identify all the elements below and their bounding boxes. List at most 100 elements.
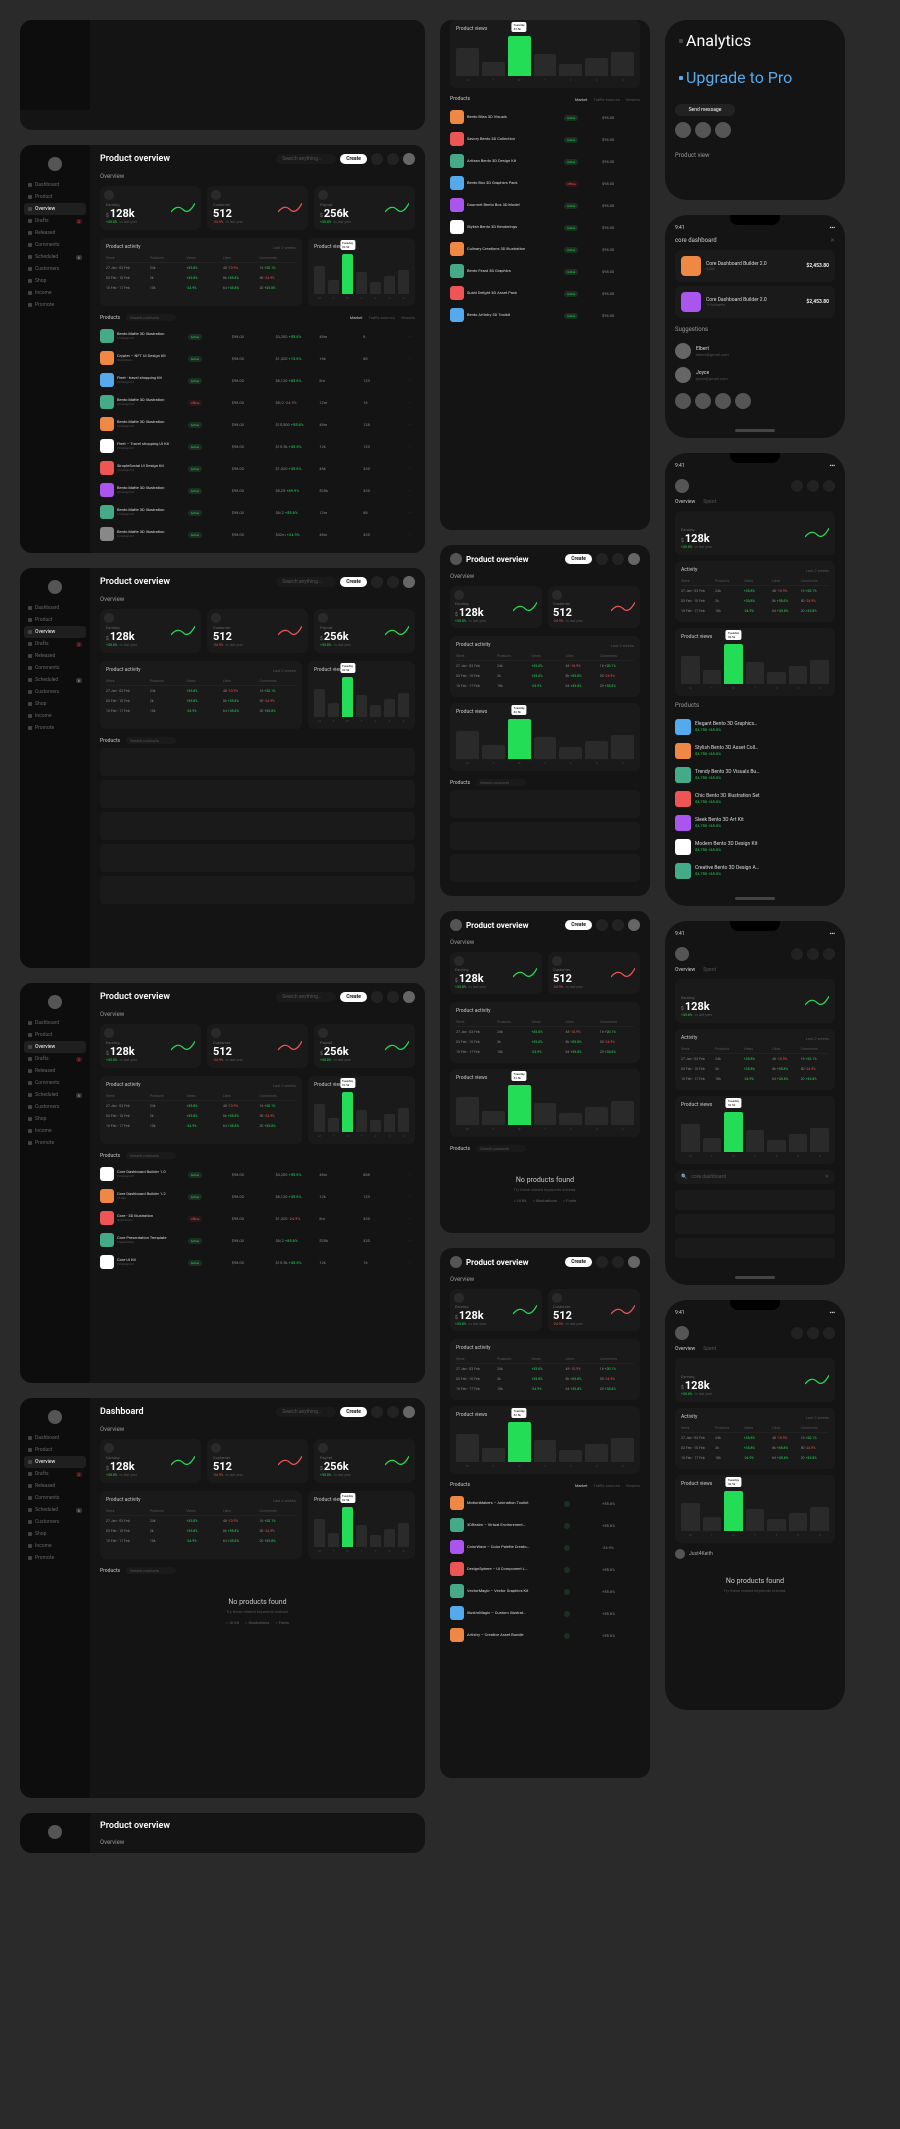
sidebar-item[interactable]: Shop [24, 275, 86, 287]
product-row[interactable]: VectorMagic – Vector Graphics Kit +55.8% [450, 1580, 640, 1602]
empty-tag[interactable]: ○ Illustrations [245, 1620, 269, 1625]
product-row[interactable]: Fleet - travel shopping KitUI Design Kit… [100, 369, 415, 391]
product-row[interactable]: Bento Feast 3D Graphics Active $98.00 [450, 260, 640, 282]
product-row[interactable]: Core UI KitUI Design Kit Active $98.00 $… [100, 1251, 415, 1273]
bar[interactable] [789, 1134, 808, 1152]
bar[interactable]: Tuesday32.5k [508, 36, 531, 76]
bar[interactable] [585, 58, 608, 76]
bar[interactable] [456, 731, 479, 759]
product-row[interactable]: ColorWave – Color Palette Creato… -24.9% [450, 1536, 640, 1558]
bar[interactable] [314, 689, 325, 717]
sidebar-item[interactable]: Scheduled6 [24, 251, 86, 263]
bar[interactable] [611, 735, 634, 759]
product-row[interactable]: Bento Matte 3D IllustrationUI Design Kit… [100, 325, 415, 347]
sidebar-item[interactable]: Dashboard [24, 1432, 86, 1444]
empty-tag[interactable]: ○ Fonts [275, 1620, 288, 1625]
bar[interactable] [703, 1138, 722, 1152]
bar[interactable] [456, 1434, 479, 1462]
sidebar-item[interactable]: Shop [24, 698, 86, 710]
bar[interactable] [681, 1124, 700, 1152]
bar[interactable] [398, 693, 409, 717]
avatar[interactable] [48, 157, 62, 171]
bar[interactable] [559, 1450, 582, 1462]
product-tab[interactable]: Viewers [401, 315, 415, 320]
bar[interactable] [356, 1110, 367, 1132]
bar[interactable] [356, 1525, 367, 1547]
sidebar-item[interactable]: Scheduled6 [24, 674, 86, 686]
sidebar-item[interactable]: Released [24, 227, 86, 239]
bar[interactable] [384, 276, 395, 294]
bar[interactable]: Tuesday32.5k [724, 1112, 743, 1152]
sidebar-item[interactable]: Scheduled6 [24, 1504, 86, 1516]
bar[interactable] [328, 1118, 339, 1132]
create-button[interactable]: Create [340, 154, 367, 164]
sidebar-item[interactable]: Income [24, 710, 86, 722]
sidebar-item[interactable]: Released [24, 1065, 86, 1077]
sidebar-item[interactable]: Shop [24, 1528, 86, 1540]
product-row[interactable]: Bento Artistry 3D Toolkit Active $98.00 [450, 304, 640, 326]
sidebar-item[interactable]: Overview [24, 1041, 86, 1053]
product-row[interactable]: Core - 3D IllustrationIllustrations Offl… [100, 1207, 415, 1229]
bar[interactable]: Tuesday32.5k [342, 254, 353, 294]
bar[interactable] [703, 670, 722, 684]
product-row[interactable]: Bento Bliss 3D Visuals Active $98.00 [450, 106, 640, 128]
bar[interactable]: Tuesday32.5k [724, 1491, 743, 1531]
bar[interactable] [559, 747, 582, 759]
product-tab[interactable]: Viewers [626, 1483, 640, 1488]
suggestion-item[interactable]: Core Dashboard Builder 2.04,200 $2,453.8… [675, 250, 835, 282]
sidebar-item[interactable]: Comments [24, 1077, 86, 1089]
product-tab[interactable]: Market [575, 97, 587, 102]
bar[interactable] [370, 1535, 381, 1547]
sidebar-item[interactable]: Product [24, 191, 86, 203]
product-row[interactable]: 3DRealm – Virtual Environment… +55.8% [450, 1514, 640, 1536]
sidebar-item[interactable]: Customers [24, 686, 86, 698]
sidebar-item[interactable]: Drafts2 [24, 1468, 86, 1480]
empty-tag[interactable]: ○ Fonts [563, 1198, 576, 1203]
sidebar-item[interactable]: Released [24, 1480, 86, 1492]
product-tab[interactable]: Traffic sources [368, 315, 394, 320]
bar[interactable] [810, 660, 829, 684]
product-row[interactable]: Core Dashboard Builder 1.0UI Design Kit … [100, 1163, 415, 1185]
bar[interactable] [789, 666, 808, 684]
bar[interactable] [703, 1517, 722, 1531]
bar[interactable] [482, 745, 505, 759]
bar[interactable] [746, 662, 765, 684]
bar[interactable] [328, 1533, 339, 1547]
menu-icon[interactable] [387, 153, 399, 165]
notification-icon[interactable] [371, 153, 383, 165]
product-row[interactable]: Trendy Bento 3D Visuals Bu…$4,750 +35.8% [675, 763, 835, 787]
bar[interactable] [611, 1101, 634, 1125]
product-row[interactable]: Bento Matte 3D IllustrationUI Design Kit… [100, 501, 415, 523]
product-tab[interactable]: Traffic sources [593, 97, 619, 102]
sidebar-item[interactable]: Product [24, 1444, 86, 1456]
user-row[interactable]: Elbertelbert@gmail.com [675, 339, 835, 363]
analytics-item[interactable]: Analytics [675, 28, 835, 53]
bar[interactable] [370, 282, 381, 294]
sidebar-item[interactable]: Product [24, 1029, 86, 1041]
user-row[interactable]: Joycejoyce@gmail.com [675, 363, 835, 387]
sidebar-item[interactable]: Comments [24, 239, 86, 251]
bar[interactable]: Tuesday32.5k [342, 1507, 353, 1547]
bar[interactable] [398, 1108, 409, 1132]
avatar[interactable] [675, 479, 689, 493]
bar[interactable]: Tuesday32.5k [724, 644, 743, 684]
bar[interactable] [611, 1438, 634, 1462]
product-row[interactable]: Modern Bento 3D Design Kit$4,750 +35.8% [675, 835, 835, 859]
bar[interactable] [789, 1513, 808, 1531]
bar[interactable] [398, 270, 409, 294]
close-icon[interactable]: ✕ [830, 237, 835, 244]
bar[interactable] [482, 62, 505, 76]
empty-tag[interactable]: ○ Illustrations [533, 1198, 557, 1203]
empty-tag[interactable]: ○ UI Kit [514, 1198, 527, 1203]
sidebar-item[interactable]: Income [24, 287, 86, 299]
sidebar-item[interactable]: Promote [24, 1552, 86, 1564]
bar[interactable] [534, 737, 557, 759]
product-search[interactable]: Search products [126, 314, 176, 321]
bar[interactable] [356, 695, 367, 717]
sidebar-item[interactable]: Customers [24, 1101, 86, 1113]
product-row[interactable]: Sleek Bento 3D Art Kit$4,750 +35.8% [675, 811, 835, 835]
bar[interactable] [746, 1130, 765, 1152]
bar[interactable] [767, 1140, 786, 1152]
product-row[interactable]: Bento Box 3D Graphics Pack Offline $98.0… [450, 172, 640, 194]
upgrade-item[interactable]: Upgrade to Pro [675, 65, 835, 90]
